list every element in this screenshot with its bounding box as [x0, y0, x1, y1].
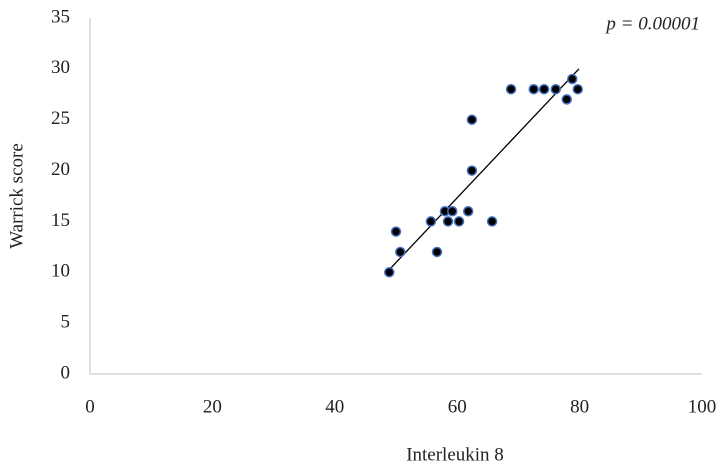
point — [390, 226, 402, 237]
y-tick-label: 5 — [61, 312, 71, 333]
y-tick-label: 25 — [51, 108, 70, 129]
x-tick-label: 40 — [325, 396, 344, 417]
x-tick-label: 80 — [570, 396, 589, 417]
y-tick-label: 35 — [51, 6, 70, 27]
x-tick-label: 20 — [203, 396, 222, 417]
point — [395, 246, 406, 258]
y-tick-label: 10 — [51, 261, 70, 282]
point — [486, 216, 498, 227]
point — [453, 216, 465, 227]
point — [431, 246, 443, 258]
point — [447, 206, 458, 217]
point — [550, 83, 561, 95]
point — [384, 267, 395, 278]
x-tick-label: 60 — [448, 396, 467, 417]
point — [425, 216, 437, 227]
x-axis-label: Interleukin 8 — [406, 444, 504, 465]
x-tick-label: 0 — [85, 396, 95, 417]
y-tick-label: 20 — [51, 159, 70, 180]
point — [567, 73, 578, 85]
point — [528, 83, 539, 95]
x-tick-label: 100 — [688, 396, 717, 417]
point — [505, 83, 517, 95]
point — [442, 216, 454, 227]
point — [466, 114, 478, 125]
y-tick-label: 15 — [51, 210, 70, 231]
y-axis-label: Warrick score — [6, 143, 27, 249]
y-tick-label: 30 — [51, 57, 70, 78]
point — [466, 165, 478, 176]
point — [462, 206, 474, 217]
y-tick-label: 0 — [61, 362, 71, 383]
annotation: p = 0.00001 — [604, 13, 700, 34]
trendline — [386, 68, 580, 273]
point — [561, 94, 572, 105]
point — [538, 83, 550, 95]
point — [572, 83, 584, 95]
